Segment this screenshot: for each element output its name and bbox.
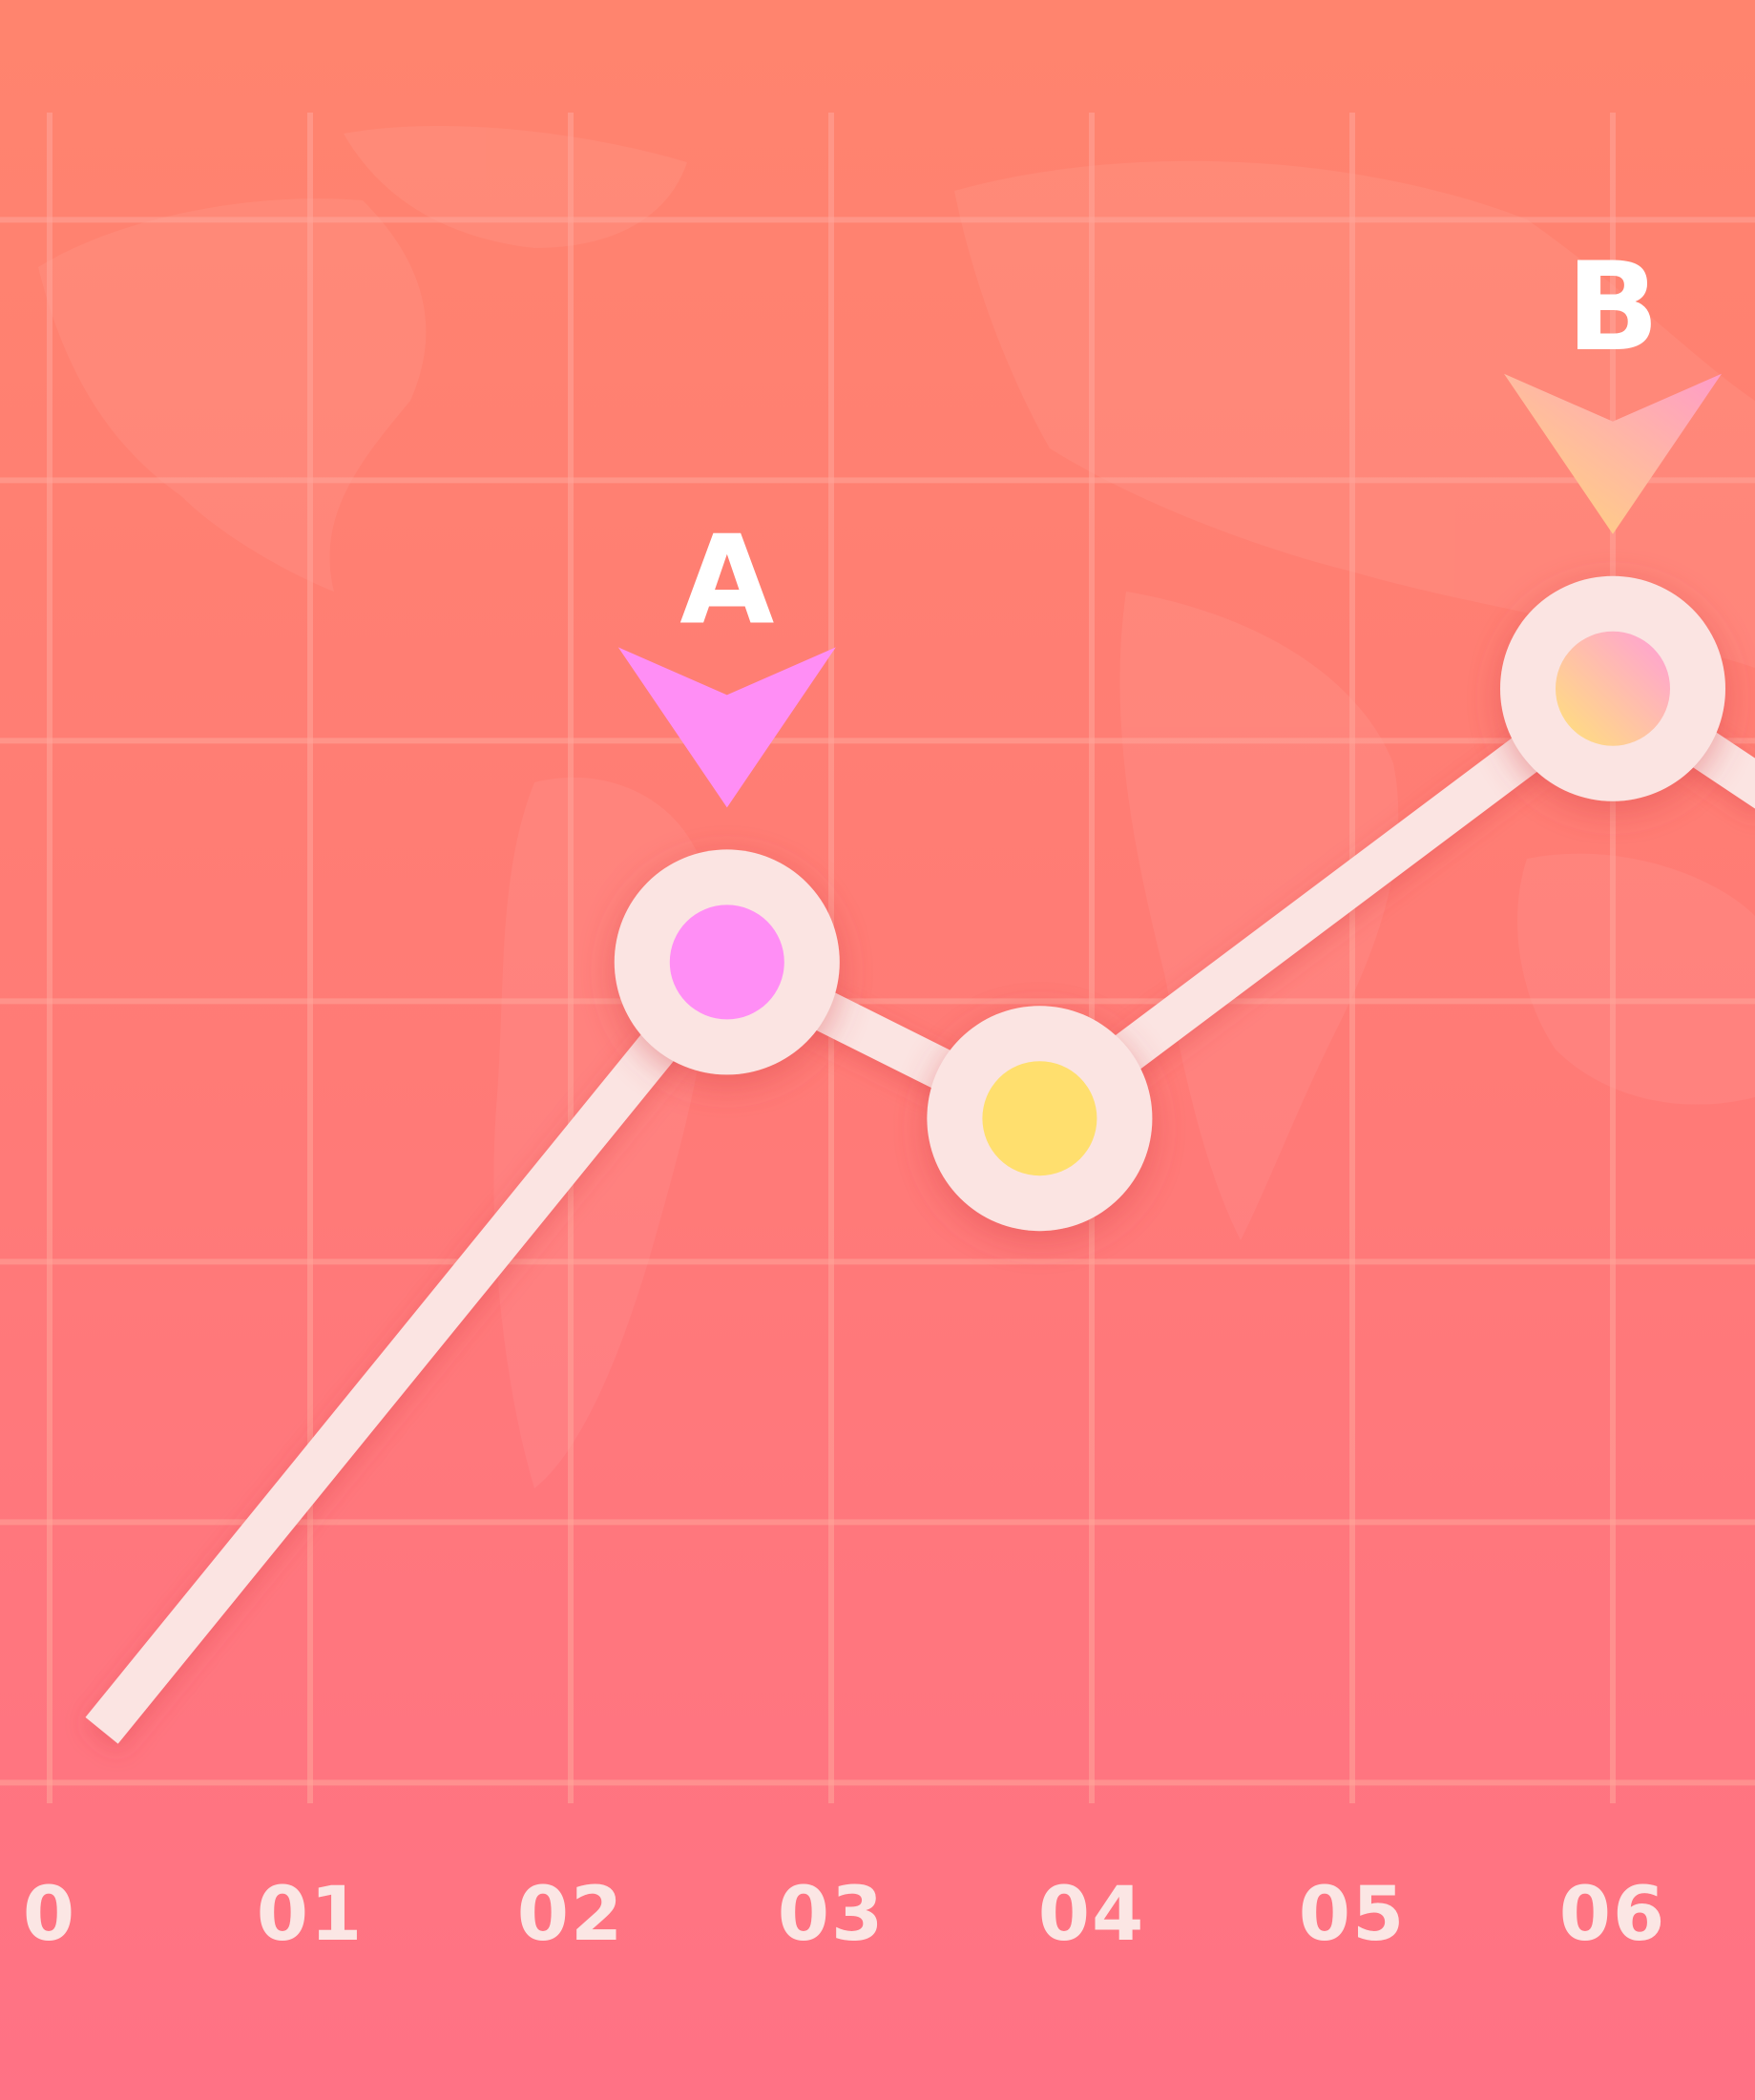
annotation-arrow-icon xyxy=(617,647,836,808)
x-tick-label: 01 xyxy=(257,1872,365,1958)
data-point xyxy=(982,1061,1097,1176)
series-points xyxy=(614,575,1725,1232)
annotation-label: A xyxy=(679,509,774,652)
annotations: AB xyxy=(617,237,1722,808)
x-tick-label: 03 xyxy=(778,1872,886,1958)
annotation-arrow-icon xyxy=(1504,373,1722,534)
series-line-path xyxy=(85,667,1755,1744)
x-tick-label: 06 xyxy=(1559,1872,1667,1958)
x-tick-label: 0 xyxy=(23,1872,76,1958)
chart-grid xyxy=(0,113,1755,1803)
world-map-watermark xyxy=(38,125,1755,1488)
x-tick-label: 04 xyxy=(1038,1872,1146,1958)
data-point xyxy=(669,904,784,1020)
data-point xyxy=(1556,631,1670,746)
series-line xyxy=(85,667,1755,1744)
x-axis-ticks: 0 01 02 03 04 05 06 xyxy=(23,1872,1667,1958)
x-tick-label: 02 xyxy=(517,1872,625,1958)
x-tick-label: 05 xyxy=(1299,1872,1407,1958)
annotation-label: B xyxy=(1566,237,1660,379)
